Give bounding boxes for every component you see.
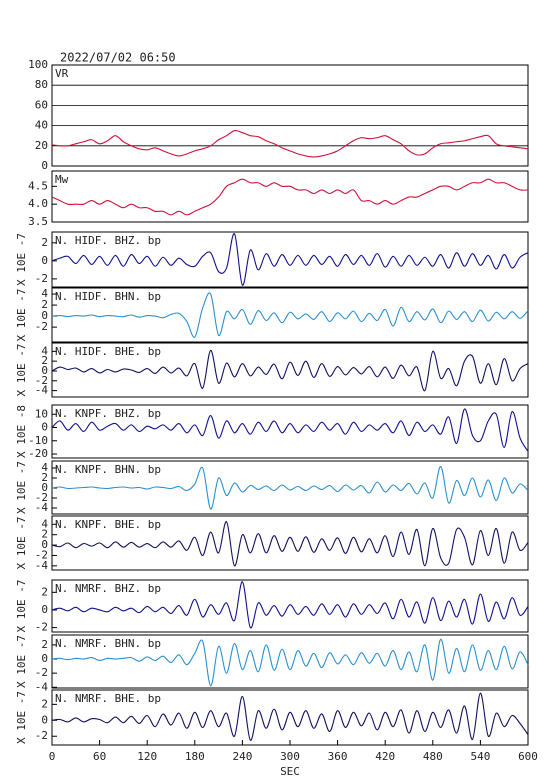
panel-label: N. KNPF. BHN. bp bbox=[55, 463, 161, 476]
panel-label: Mw bbox=[55, 173, 69, 186]
y-tick-label: -4 bbox=[35, 559, 49, 572]
y-tick-label: 80 bbox=[35, 78, 48, 91]
panel-label: N. KNPF. BHE. bp bbox=[55, 518, 161, 531]
y-tick-label: 2 bbox=[41, 585, 48, 598]
y-tick-label: -4 bbox=[35, 501, 49, 514]
y-tick-label: 0 bbox=[41, 254, 48, 267]
panel-label: N. HIDF. BHN. bp bbox=[55, 290, 161, 303]
trace-line bbox=[51, 130, 529, 158]
y-tick-label: 20 bbox=[35, 139, 48, 152]
y-axis-label: X 10E -7 bbox=[15, 233, 28, 286]
trace-line bbox=[51, 233, 529, 286]
y-tick-label: 2 bbox=[41, 471, 48, 484]
y-tick-label: -2 bbox=[35, 374, 48, 387]
y-tick-label: 4 bbox=[41, 517, 48, 530]
y-axis-label: X 10E -7 bbox=[15, 461, 28, 514]
x-tick-label: 120 bbox=[137, 750, 157, 763]
y-tick-label: -10 bbox=[28, 434, 48, 447]
y-tick-label: -2 bbox=[35, 548, 48, 561]
y-tick-label: 2 bbox=[41, 638, 48, 651]
panel-label: N. HIDF. BHZ. bp bbox=[55, 234, 161, 247]
x-tick-label: 180 bbox=[185, 750, 205, 763]
y-tick-label: 100 bbox=[28, 58, 48, 71]
y-tick-label: 0 bbox=[41, 603, 48, 616]
x-axis-label: SEC bbox=[280, 765, 300, 778]
y-tick-label: 4 bbox=[41, 461, 48, 474]
y-tick-label: -20 bbox=[28, 447, 48, 460]
y-tick-label: 4 bbox=[41, 344, 48, 357]
y-axis-label: X 10E -7 bbox=[15, 635, 28, 688]
y-tick-label: -4 bbox=[35, 680, 49, 693]
y-tick-label: 0 bbox=[41, 652, 48, 665]
panel-frame bbox=[51, 231, 529, 288]
panel-label: VR bbox=[55, 67, 69, 80]
trace-line bbox=[51, 292, 529, 338]
y-tick-label: -2 bbox=[35, 320, 48, 333]
y-axis-label: X 10E -7 bbox=[15, 344, 28, 397]
x-tick-label: 240 bbox=[232, 750, 252, 763]
y-tick-label: -2 bbox=[35, 729, 48, 742]
x-tick-label: 300 bbox=[280, 750, 300, 763]
y-tick-label: 4.0 bbox=[28, 197, 48, 210]
y-tick-label: 0 bbox=[41, 364, 48, 377]
panel-frame bbox=[51, 170, 529, 223]
trace-line bbox=[51, 349, 529, 392]
y-tick-label: 0 bbox=[41, 159, 48, 172]
y-tick-label: 3.5 bbox=[28, 215, 48, 228]
x-tick-label: 540 bbox=[470, 750, 490, 763]
x-tick-label: 60 bbox=[93, 750, 106, 763]
trace-line bbox=[51, 521, 529, 567]
panel-label: N. NMRF. BHZ. bp bbox=[55, 582, 161, 595]
y-tick-label: 0 bbox=[41, 481, 48, 494]
y-tick-label: 0 bbox=[41, 538, 48, 551]
panel-label: N. HIDF. BHE. bp bbox=[55, 345, 161, 358]
x-tick-label: 0 bbox=[49, 750, 56, 763]
trace-line bbox=[51, 178, 529, 216]
y-tick-label: -2 bbox=[35, 621, 48, 634]
y-tick-label: 4.5 bbox=[28, 179, 48, 192]
y-tick-label: 2 bbox=[41, 697, 48, 710]
figure-title: 2022/07/02 06:50 bbox=[60, 51, 176, 65]
y-tick-label: 2 bbox=[41, 354, 48, 367]
y-tick-label: 60 bbox=[35, 98, 48, 111]
x-tick-label: 420 bbox=[375, 750, 395, 763]
x-tick-label: 600 bbox=[518, 750, 538, 763]
x-tick-label: 480 bbox=[423, 750, 443, 763]
trace-line bbox=[51, 581, 529, 629]
y-tick-label: 0 bbox=[41, 421, 48, 434]
trace-line bbox=[51, 465, 529, 510]
y-tick-label: 2 bbox=[41, 298, 48, 311]
y-tick-label: 0 bbox=[41, 309, 48, 322]
y-tick-label: 40 bbox=[35, 119, 48, 132]
y-axis-label: X 10E -7 bbox=[15, 580, 28, 633]
y-axis-label: X 10E -7 bbox=[15, 289, 28, 342]
y-tick-label: 4 bbox=[41, 287, 48, 300]
y-tick-label: 0 bbox=[41, 713, 48, 726]
trace-line bbox=[51, 638, 529, 687]
trace-line bbox=[51, 408, 529, 452]
panel-frame bbox=[51, 634, 529, 689]
panel-frame bbox=[51, 342, 529, 398]
y-tick-label: 10 bbox=[35, 407, 48, 420]
y-axis-label: X 10E -7 bbox=[15, 517, 28, 570]
trace-line bbox=[51, 692, 529, 741]
panel-frame bbox=[51, 287, 529, 343]
y-tick-label: -2 bbox=[35, 666, 48, 679]
y-tick-label: 2 bbox=[41, 236, 48, 249]
panel-label: N. NMRF. BHE. bp bbox=[55, 692, 161, 705]
y-tick-label: 2 bbox=[41, 528, 48, 541]
panel-label: N. KNPF. BHZ. bp bbox=[55, 407, 161, 420]
x-tick-label: 360 bbox=[328, 750, 348, 763]
y-tick-label: -2 bbox=[35, 491, 48, 504]
panel-label: N. NMRF. BHN. bp bbox=[55, 637, 161, 650]
y-tick-label: -2 bbox=[35, 272, 48, 285]
y-tick-label: -4 bbox=[35, 384, 49, 397]
y-axis-label: X 10E -7 bbox=[15, 691, 28, 744]
panel-frame bbox=[51, 404, 529, 459]
panel-frame bbox=[51, 579, 529, 633]
y-axis-label: X 10E -8 bbox=[15, 405, 28, 458]
